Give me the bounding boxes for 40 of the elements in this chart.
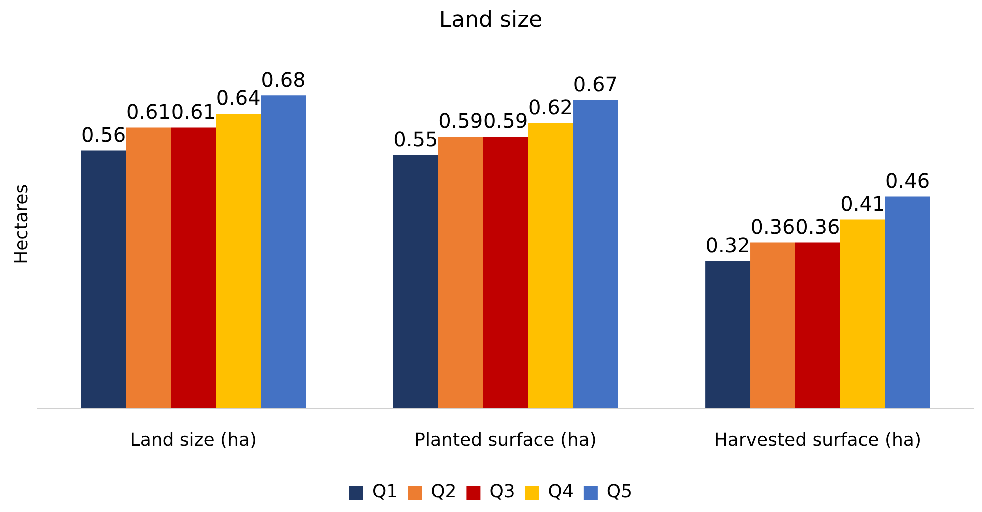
data-label: 0.32 bbox=[706, 233, 750, 258]
data-label: 0.46 bbox=[886, 169, 930, 194]
data-label: 0.68 bbox=[261, 68, 306, 92]
data-label: 0.62 bbox=[528, 95, 574, 120]
data-label: 0.61 bbox=[171, 100, 216, 124]
data-label: 0.61 bbox=[126, 100, 171, 124]
bar bbox=[171, 128, 216, 408]
bar bbox=[840, 220, 886, 408]
bar bbox=[216, 114, 262, 408]
chart-title: Land size bbox=[439, 8, 543, 33]
bar bbox=[81, 150, 126, 408]
y-axis-title: Hectares bbox=[11, 184, 32, 264]
bar bbox=[750, 242, 796, 408]
bar bbox=[438, 137, 484, 408]
x-tick-label: Planted surface (ha) bbox=[414, 430, 597, 451]
bar bbox=[573, 100, 618, 408]
x-tick-label: Harvested surface (ha) bbox=[714, 430, 922, 451]
data-label: 0.59 bbox=[484, 109, 528, 134]
data-label: 0.55 bbox=[394, 128, 438, 152]
data-label: 0.64 bbox=[216, 86, 261, 110]
data-label: 0.67 bbox=[573, 72, 618, 96]
legend-label: Q4 bbox=[548, 482, 574, 503]
bar bbox=[706, 261, 751, 408]
legend-label: Q3 bbox=[490, 482, 516, 503]
legend-label: Q1 bbox=[372, 482, 398, 503]
bar bbox=[528, 123, 574, 408]
bar bbox=[483, 137, 528, 408]
legend-label: Q5 bbox=[606, 482, 633, 503]
data-label: 0.56 bbox=[82, 123, 126, 148]
data-label: 0.36 bbox=[750, 215, 796, 240]
data-label: 0.41 bbox=[840, 192, 886, 216]
data-label: 0.59 bbox=[438, 109, 484, 134]
bar bbox=[126, 128, 172, 408]
bar bbox=[795, 242, 840, 408]
legend-label: Q2 bbox=[431, 482, 457, 503]
bar bbox=[261, 96, 306, 408]
bar bbox=[393, 155, 438, 408]
x-tick-label: Land size (ha) bbox=[130, 430, 258, 451]
bar bbox=[885, 196, 930, 408]
data-label: 0.36 bbox=[796, 215, 840, 240]
